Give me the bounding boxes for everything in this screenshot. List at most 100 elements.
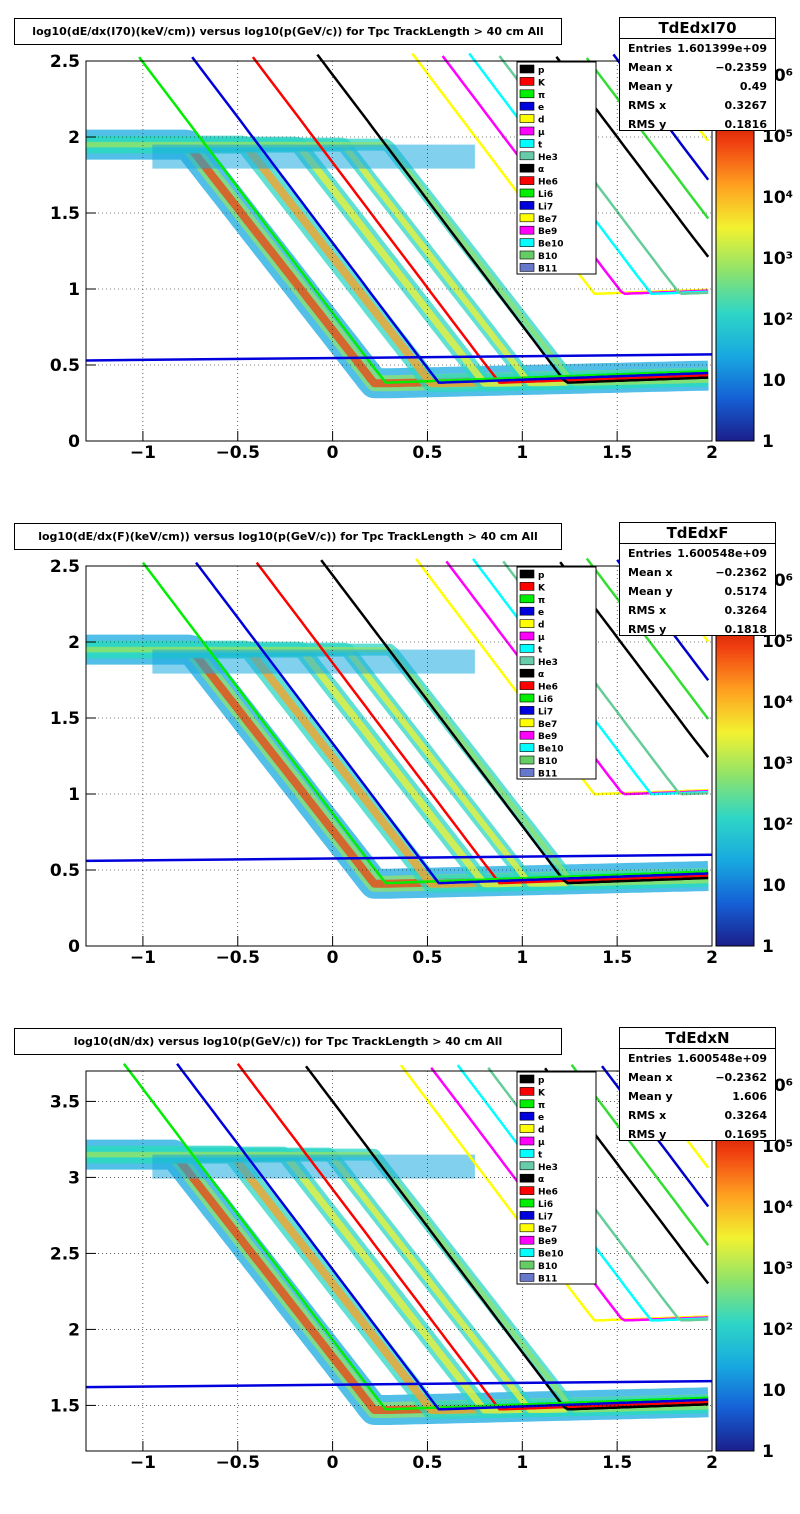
legend-swatch: [519, 101, 535, 111]
z-tick-label: 10³: [762, 1259, 793, 1279]
legend-label: Li6: [538, 695, 553, 705]
legend-label: π: [538, 1101, 545, 1111]
y-tick-label: 3: [68, 1168, 80, 1188]
fit-curve: [176, 1063, 709, 1411]
stats-value: 0.49: [739, 80, 767, 93]
z-scale: [715, 1109, 755, 1452]
x-tick-label: 0.5: [412, 948, 442, 968]
legend-label: B11: [538, 1274, 557, 1284]
legend-swatch: [519, 718, 535, 728]
legend-label: B11: [538, 769, 557, 779]
legend-swatch: [519, 1211, 535, 1220]
chart-title: log10(dE/dx(F)(keV/cm)) versus log10(p(G…: [14, 523, 562, 550]
fit-curve: [195, 561, 709, 885]
y-tick-label: 2: [68, 633, 80, 653]
x-tick-label: 1.5: [602, 443, 632, 463]
legend-label: K: [538, 583, 546, 593]
x-tick-label: 2: [706, 443, 718, 463]
legend-label: e: [538, 103, 544, 113]
legend-swatch: [519, 250, 535, 260]
x-tick-label: −1: [130, 948, 156, 968]
legend-label: He6: [538, 1188, 558, 1198]
legend-swatch: [519, 1186, 535, 1195]
legend-label: Be9: [538, 227, 557, 237]
stats-row: Entries 1.600548e+09: [620, 544, 775, 563]
stats-label: Mean y: [628, 585, 673, 598]
stats-value: 0.3267: [724, 99, 767, 112]
fit-curve: [236, 1063, 709, 1411]
legend-swatch: [519, 1248, 535, 1257]
legend-swatch: [519, 594, 535, 604]
y-tick-label: 1.5: [50, 204, 80, 224]
legend-label: t: [538, 140, 543, 150]
x-tick-label: 0: [327, 948, 339, 968]
stats-row: RMS y 0.1818: [620, 620, 775, 639]
legend-swatch: [519, 619, 535, 628]
fit-curve: [316, 53, 709, 384]
y-tick-label: 2.5: [50, 557, 80, 577]
legend-label: μ: [538, 633, 545, 643]
legend-swatch: [519, 1124, 535, 1133]
z-tick-label: 10⁴: [762, 1198, 793, 1218]
legend-label: d: [538, 116, 544, 126]
legend-swatch: [519, 1198, 535, 1208]
y-tick-label: 0.5: [50, 861, 80, 881]
y-tick-label: 2: [68, 128, 80, 148]
legend-swatch: [519, 1149, 535, 1158]
x-tick-label: 2: [706, 948, 718, 968]
stats-row: Mean y 1.606: [620, 1087, 775, 1106]
y-tick-label: 1.5: [50, 709, 80, 729]
legend-swatch: [519, 706, 535, 715]
z-tick-label: 10³: [762, 754, 793, 774]
legend-label: μ: [538, 1138, 545, 1148]
legend-label: π: [538, 91, 545, 101]
stats-label: Entries: [628, 42, 672, 55]
stats-value: −0.2362: [715, 566, 767, 579]
legend-label: t: [538, 645, 543, 655]
x-tick-label: −0.5: [216, 1453, 260, 1473]
legend-swatch: [519, 1173, 535, 1183]
plot-frame: [85, 565, 713, 947]
legend-swatch: [519, 176, 535, 185]
y-tick-label: 1: [68, 280, 80, 300]
stats-value: 1.601399e+09: [677, 42, 767, 55]
fit-curve: [255, 561, 709, 885]
legend-swatch: [519, 126, 535, 136]
x-tick-label: 1: [516, 948, 528, 968]
fit-curve: [585, 57, 710, 220]
x-tick-label: −0.5: [216, 443, 260, 463]
heatmap-svg: 0 0.5 1 1.5 2 2.5 −1 −0.5 0 0.5 1 1.5 2 1 10 10² 10³ 10⁴ 1…: [50, 557, 793, 968]
legend-label: Be10: [538, 240, 564, 250]
x-tick-label: −1: [130, 443, 156, 463]
stats-row: Mean x −0.2359: [620, 58, 775, 77]
stats-label: Entries: [628, 547, 672, 560]
stats-value: 0.3264: [724, 1109, 767, 1122]
fit-curve: [251, 56, 709, 384]
legend-label: He6: [538, 178, 558, 188]
x-tick-label: 1.5: [602, 948, 632, 968]
stats-value: 0.1816: [724, 118, 767, 131]
legend-swatch: [519, 1111, 535, 1121]
legend-label: e: [538, 1113, 544, 1123]
legend-label: p: [538, 1076, 545, 1086]
y-tick-label: 0: [68, 937, 80, 957]
legend-label: He6: [538, 683, 558, 693]
y-tick-label: 1.5: [50, 1396, 80, 1416]
stats-value: 0.5174: [724, 585, 767, 598]
x-tick-label: −0.5: [216, 948, 260, 968]
stats-row: RMS y 0.1816: [620, 115, 775, 134]
stats-label: RMS y: [628, 1128, 667, 1141]
legend-label: t: [538, 1150, 543, 1160]
density-cloud: [152, 1154, 475, 1179]
y-tick-label: 3.5: [50, 1092, 80, 1112]
stats-row: RMS y 0.1695: [620, 1125, 775, 1144]
legend-swatch: [519, 1273, 535, 1282]
heatmap-svg: 1.5 2 2.5 3 3.5 −1 −0.5 0 0.5 1 1.5 2 1 10 10² 10³ 10⁴ 10…: [50, 1063, 793, 1473]
stats-value: 0.1818: [724, 623, 767, 636]
stats-row: Entries 1.601399e+09: [620, 39, 775, 58]
stats-label: Mean x: [628, 566, 673, 579]
legend-swatch: [519, 201, 535, 210]
stats-label: Mean x: [628, 1071, 673, 1084]
x-tick-label: 0.5: [412, 443, 442, 463]
